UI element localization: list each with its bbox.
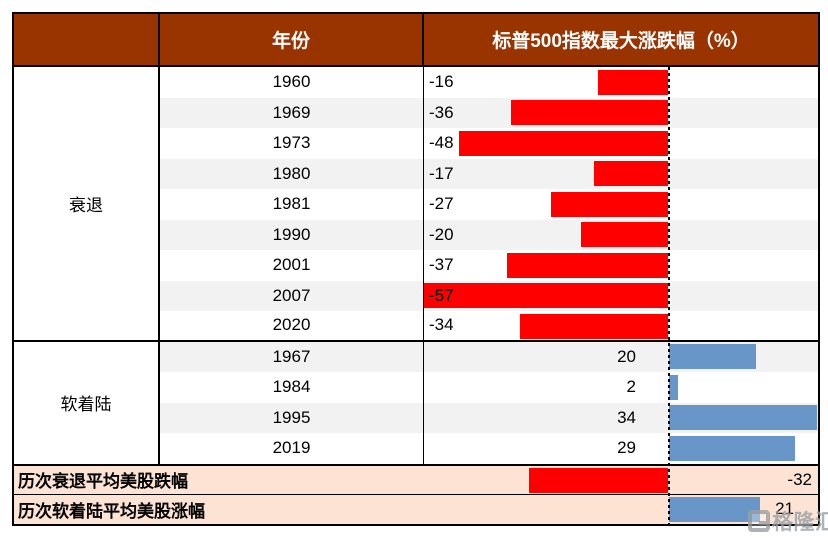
positive-bar xyxy=(669,374,678,400)
recession-softlanding-table: 年份 标普500指数最大涨跌幅（%） 衰退 软着陆 1960 -16 1969 -36… xyxy=(12,12,820,526)
table-row-1981: 1981 -27 xyxy=(160,189,818,220)
value-label: -34 xyxy=(429,315,454,335)
watermark-text: 格隆汇 xyxy=(772,511,828,534)
positive-bar xyxy=(669,496,761,522)
value-cell: 20 xyxy=(424,342,818,373)
value-cell: -17 xyxy=(424,159,818,190)
year-cell: 1981 xyxy=(160,189,424,220)
value-label: 29 xyxy=(617,438,636,458)
positive-bar xyxy=(669,344,756,369)
year-cell: 2020 xyxy=(160,311,424,340)
table-row-1969: 1969 -36 xyxy=(160,97,818,129)
table-row-1995: 1995 34 xyxy=(160,402,818,434)
year-cell: 2001 xyxy=(160,250,424,281)
table-row-2007: 2007 -57 xyxy=(160,280,818,312)
value-label: -20 xyxy=(429,224,454,244)
summary-value-soft-landing: 21 xyxy=(775,499,794,518)
negative-bar xyxy=(520,313,668,339)
positive-bar xyxy=(669,435,796,461)
table-row-2019: 2019 29 xyxy=(160,433,818,464)
table-row-2001: 2001 -37 xyxy=(160,250,818,281)
negative-bar xyxy=(528,467,668,493)
gelonghui-logo-icon xyxy=(748,510,770,532)
summary-value-recession: -32 xyxy=(787,469,812,489)
negative-bar xyxy=(581,222,668,247)
gelonghui-watermark: 格隆汇 xyxy=(748,506,828,536)
value-label: -16 xyxy=(429,72,454,92)
header-category-cell xyxy=(14,14,160,65)
year-cell: 1980 xyxy=(160,158,424,189)
negative-bar xyxy=(598,69,668,95)
value-cell: -20 xyxy=(424,220,818,251)
category-label-soft-landing: 软着陆 xyxy=(60,395,112,414)
value-label: -27 xyxy=(429,194,454,214)
value-label: -37 xyxy=(429,255,454,275)
value-cell: -37 xyxy=(424,250,818,281)
zero-axis-dashed-line xyxy=(668,67,670,524)
value-label: -57 xyxy=(429,285,454,305)
value-cell: -34 xyxy=(424,311,818,340)
value-label: -48 xyxy=(429,133,454,153)
table-row-1984: 1984 2 xyxy=(160,372,818,403)
year-cell: 1960 xyxy=(160,67,424,98)
year-cell: 1995 xyxy=(160,402,424,433)
negative-bar xyxy=(424,283,668,308)
year-cell: 2007 xyxy=(160,280,424,311)
summary-row-soft-landing-average: 历次软着陆平均美股涨幅 21 xyxy=(14,493,818,524)
category-column: 衰退 软着陆 xyxy=(14,67,160,464)
value-cell: -57 xyxy=(424,281,818,312)
year-cell: 1969 xyxy=(160,97,424,128)
negative-bar xyxy=(511,100,668,125)
value-label: -17 xyxy=(429,163,454,183)
value-cell: 29 xyxy=(424,433,818,464)
value-label: 34 xyxy=(617,407,636,427)
value-label: -36 xyxy=(429,102,454,122)
value-cell: -16 xyxy=(424,67,818,98)
year-cell: 1973 xyxy=(160,128,424,159)
value-cell: -27 xyxy=(424,189,818,220)
header-value-cell: 标普500指数最大涨跌幅（%） xyxy=(492,31,750,52)
positive-bar xyxy=(669,405,817,430)
value-cell: -36 xyxy=(424,98,818,129)
year-cell: 1967 xyxy=(160,341,424,372)
year-cell: 2019 xyxy=(160,433,424,464)
summary-row-recession-average: 历次衰退平均美股跌幅 -32 xyxy=(14,463,818,494)
year-cell: 1984 xyxy=(160,372,424,403)
negative-bar xyxy=(507,252,668,278)
category-label-recession: 衰退 xyxy=(14,67,158,342)
header-year-cell: 年份 xyxy=(160,14,424,65)
table-body: 衰退 软着陆 1960 -16 1969 -36 1973 -48 1980 -17 1981-… xyxy=(14,67,818,464)
value-cell: 34 xyxy=(424,403,818,434)
negative-bar xyxy=(594,161,668,186)
table-row-1973: 1973 -48 xyxy=(160,128,818,159)
table-header-row: 年份 标普500指数最大涨跌幅（%） xyxy=(14,14,818,67)
table-row-1967: 1967 20 xyxy=(160,341,818,373)
value-cell: 2 xyxy=(424,372,818,403)
table-row-1980: 1980 -17 xyxy=(160,158,818,190)
table-row-1990: 1990 -20 xyxy=(160,219,818,251)
table-row-1960: 1960 -16 xyxy=(160,67,818,98)
negative-bar xyxy=(459,130,668,156)
value-label: 20 xyxy=(617,346,636,366)
data-rows-column: 1960 -16 1969 -36 1973 -48 1980 -17 1981 -27 1990-… xyxy=(160,67,818,464)
summary-label-soft-landing: 历次软着陆平均美股涨幅 xyxy=(18,501,205,521)
summary-label-recession: 历次衰退平均美股跌幅 xyxy=(18,472,188,491)
value-cell: -48 xyxy=(424,128,818,159)
year-cell: 1990 xyxy=(160,219,424,250)
value-label: 2 xyxy=(626,377,636,397)
negative-bar xyxy=(550,191,668,217)
table-row-2020: 2020 -34 xyxy=(160,311,818,342)
